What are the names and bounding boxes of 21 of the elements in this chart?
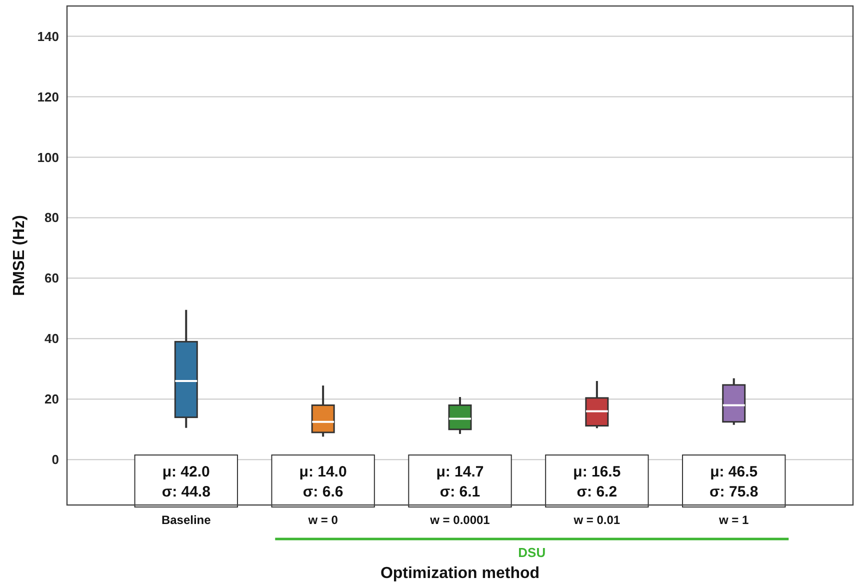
x-tick-label: w = 0.0001: [429, 513, 490, 527]
y-tick-label: 100: [37, 150, 59, 165]
annotation: μ: 14.0 σ: 6.6: [299, 463, 347, 500]
annotation: μ: 42.0 σ: 44.8: [162, 463, 210, 500]
x-tick-label: w = 0: [307, 513, 338, 527]
y-tick-label: 120: [37, 89, 59, 104]
annotation: μ: 14.7 σ: 6.1: [436, 463, 484, 500]
x-tick-label: w = 1: [718, 513, 750, 527]
y-tick-label: 20: [44, 392, 59, 407]
y-axis-title: RMSE (Hz): [11, 215, 28, 296]
y-tick-label: 80: [44, 210, 59, 226]
text: DSU: [518, 545, 546, 560]
x-tick-label: Baseline: [161, 513, 212, 527]
y-tick-label: 60: [44, 270, 59, 286]
y-tick-label: 0: [52, 452, 59, 468]
x-tick-label: w = 0.01: [572, 513, 620, 527]
annotation: μ: 46.5 σ: 75.8: [710, 463, 758, 500]
y-tick-label: 40: [44, 331, 59, 346]
annotation: μ: 16.5 σ: 6.2: [573, 463, 621, 500]
y-tick-label: 140: [37, 28, 59, 44]
x-axis-title: Optimization method: [380, 565, 540, 582]
